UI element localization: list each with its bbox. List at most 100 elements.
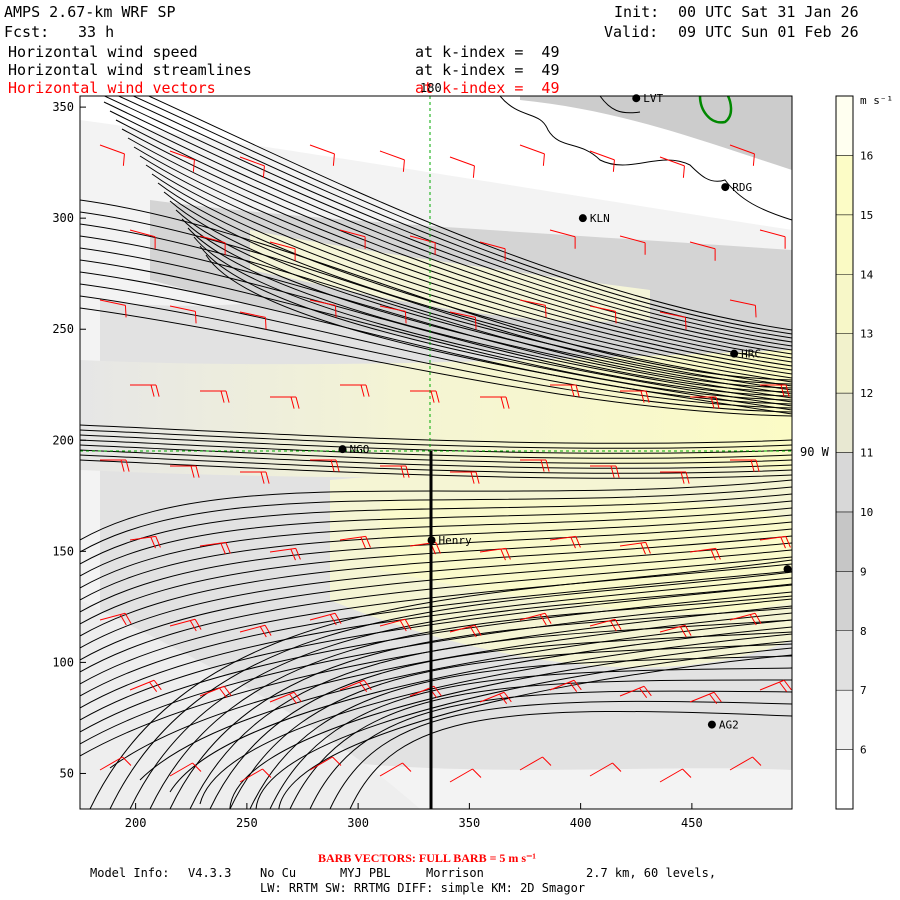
ice-shelf-outline xyxy=(698,96,733,124)
wind-barb xyxy=(589,618,622,632)
x-tick-label: 250 xyxy=(236,816,258,830)
wind-barb xyxy=(759,229,786,249)
radiation-info: LW: RRTM SW: RRTMG DIFF: simple KM: 2D S… xyxy=(260,881,585,895)
valid-time: 09 UTC Sun 01 Feb 26 xyxy=(678,23,859,41)
wind-barb xyxy=(409,235,436,255)
wind-barb xyxy=(620,390,650,403)
colorbar: m s⁻¹ 6 7 8 9 10 11 12 13 14 15 16 xyxy=(835,94,893,810)
field-level-wind-speed: at k-index = 49 xyxy=(415,43,560,61)
station-label: Henry xyxy=(439,534,472,547)
wind-barb xyxy=(519,299,547,318)
wind-barb xyxy=(129,229,156,249)
wind-barb xyxy=(690,396,720,409)
station-marker xyxy=(427,536,436,545)
colorbar-block xyxy=(835,155,854,216)
wind-barb xyxy=(689,241,716,261)
wind-barb xyxy=(170,465,200,478)
wind-barb xyxy=(169,305,197,324)
wind-barb xyxy=(619,235,646,255)
parallel-label: 90 W xyxy=(800,445,830,459)
colorbar-level: 9 xyxy=(860,565,867,578)
plot-frame xyxy=(79,95,793,810)
meridian-label: 180 xyxy=(420,81,442,95)
station-label: KLN xyxy=(590,212,610,225)
wind-barb xyxy=(100,459,130,472)
forecast-label: Fcst: xyxy=(4,23,50,41)
wind-barb xyxy=(449,768,482,783)
colorbar-level: 14 xyxy=(860,268,874,281)
colorbar-block xyxy=(835,274,854,334)
wind-barb xyxy=(339,535,371,549)
resolution-info: 2.7 km, 60 levels, xyxy=(586,866,716,880)
colorbar-block xyxy=(835,392,854,453)
wind-barb xyxy=(589,305,617,324)
coastline xyxy=(499,96,792,221)
init-time: 00 UTC Sat 31 Jan 26 xyxy=(678,3,859,21)
wind-barb xyxy=(99,144,125,166)
colorbar-level: 8 xyxy=(860,625,867,638)
wind-barb xyxy=(410,390,440,403)
wind-barb xyxy=(520,459,550,472)
wind-barb xyxy=(729,299,757,318)
wind-barb xyxy=(479,547,511,561)
wind-barb xyxy=(239,768,272,783)
wind-barb xyxy=(549,229,576,249)
wind-barb xyxy=(309,299,337,318)
wind-barb xyxy=(340,384,370,397)
cumulus-scheme: No Cu xyxy=(260,866,296,880)
colorbar-level: 7 xyxy=(860,684,867,697)
wind-barb xyxy=(199,685,232,699)
y-tick-label: 300 xyxy=(52,211,74,225)
colorbar-block xyxy=(835,749,854,810)
wind-barb xyxy=(239,624,272,638)
colorbar-block xyxy=(835,511,854,572)
stations: LVT RDG KLN HRC NGO Henry AG2 xyxy=(338,92,792,732)
station-marker xyxy=(632,94,641,103)
wind-barb xyxy=(589,150,615,172)
colorbar-level: 15 xyxy=(860,209,873,222)
y-tick-label: 200 xyxy=(52,433,74,447)
barb-vectors-legend: BARB VECTORS: FULL BARB = 5 m s⁻¹ xyxy=(318,851,536,865)
x-tick-label: 200 xyxy=(125,816,147,830)
model-title: AMPS 2.67-km WRF SP xyxy=(4,3,176,21)
station-label: AG2 xyxy=(719,719,739,732)
colorbar-block xyxy=(835,214,854,275)
wind-barb xyxy=(129,679,162,693)
wind-barb xyxy=(240,471,270,484)
wind-barb xyxy=(760,384,790,397)
wind-barb xyxy=(590,465,620,478)
wind-barb xyxy=(379,150,405,172)
wind-barb xyxy=(479,691,512,705)
wind-barb xyxy=(729,756,762,771)
forecast-hours: 33 h xyxy=(78,23,115,41)
init-label: Init: xyxy=(614,3,660,21)
microphysics-scheme: Morrison xyxy=(426,866,484,880)
x-axis: 200 250 300 350 400 450 xyxy=(125,803,703,830)
wind-barb xyxy=(480,396,510,409)
wind-barb xyxy=(449,156,475,178)
station-marker xyxy=(730,349,739,358)
wind-barb xyxy=(380,465,410,478)
wind-barb xyxy=(659,311,687,330)
wind-barb xyxy=(339,679,372,693)
wind-barb xyxy=(309,144,335,166)
y-tick-label: 250 xyxy=(52,322,74,336)
field-name-streamlines: Horizontal wind streamlines xyxy=(8,61,252,79)
wind-barb xyxy=(519,144,545,166)
colorbar-level: 10 xyxy=(860,506,873,519)
wind-barb xyxy=(200,390,230,403)
y-axis: 350 300 250 200 150 100 50 xyxy=(52,100,86,780)
valid-label: Valid: xyxy=(604,23,659,41)
wind-barb xyxy=(550,384,580,397)
y-tick-label: 350 xyxy=(52,100,74,114)
wind-barb xyxy=(519,612,552,626)
wind-barb xyxy=(309,612,342,626)
wind-barb xyxy=(199,541,231,555)
station-marker xyxy=(721,183,730,192)
wind-barb xyxy=(759,535,791,549)
wind-barb xyxy=(549,679,582,693)
wind-barb xyxy=(730,459,760,472)
x-tick-label: 450 xyxy=(681,816,703,830)
colorbar-block xyxy=(835,452,854,513)
wind-barb xyxy=(270,396,300,409)
